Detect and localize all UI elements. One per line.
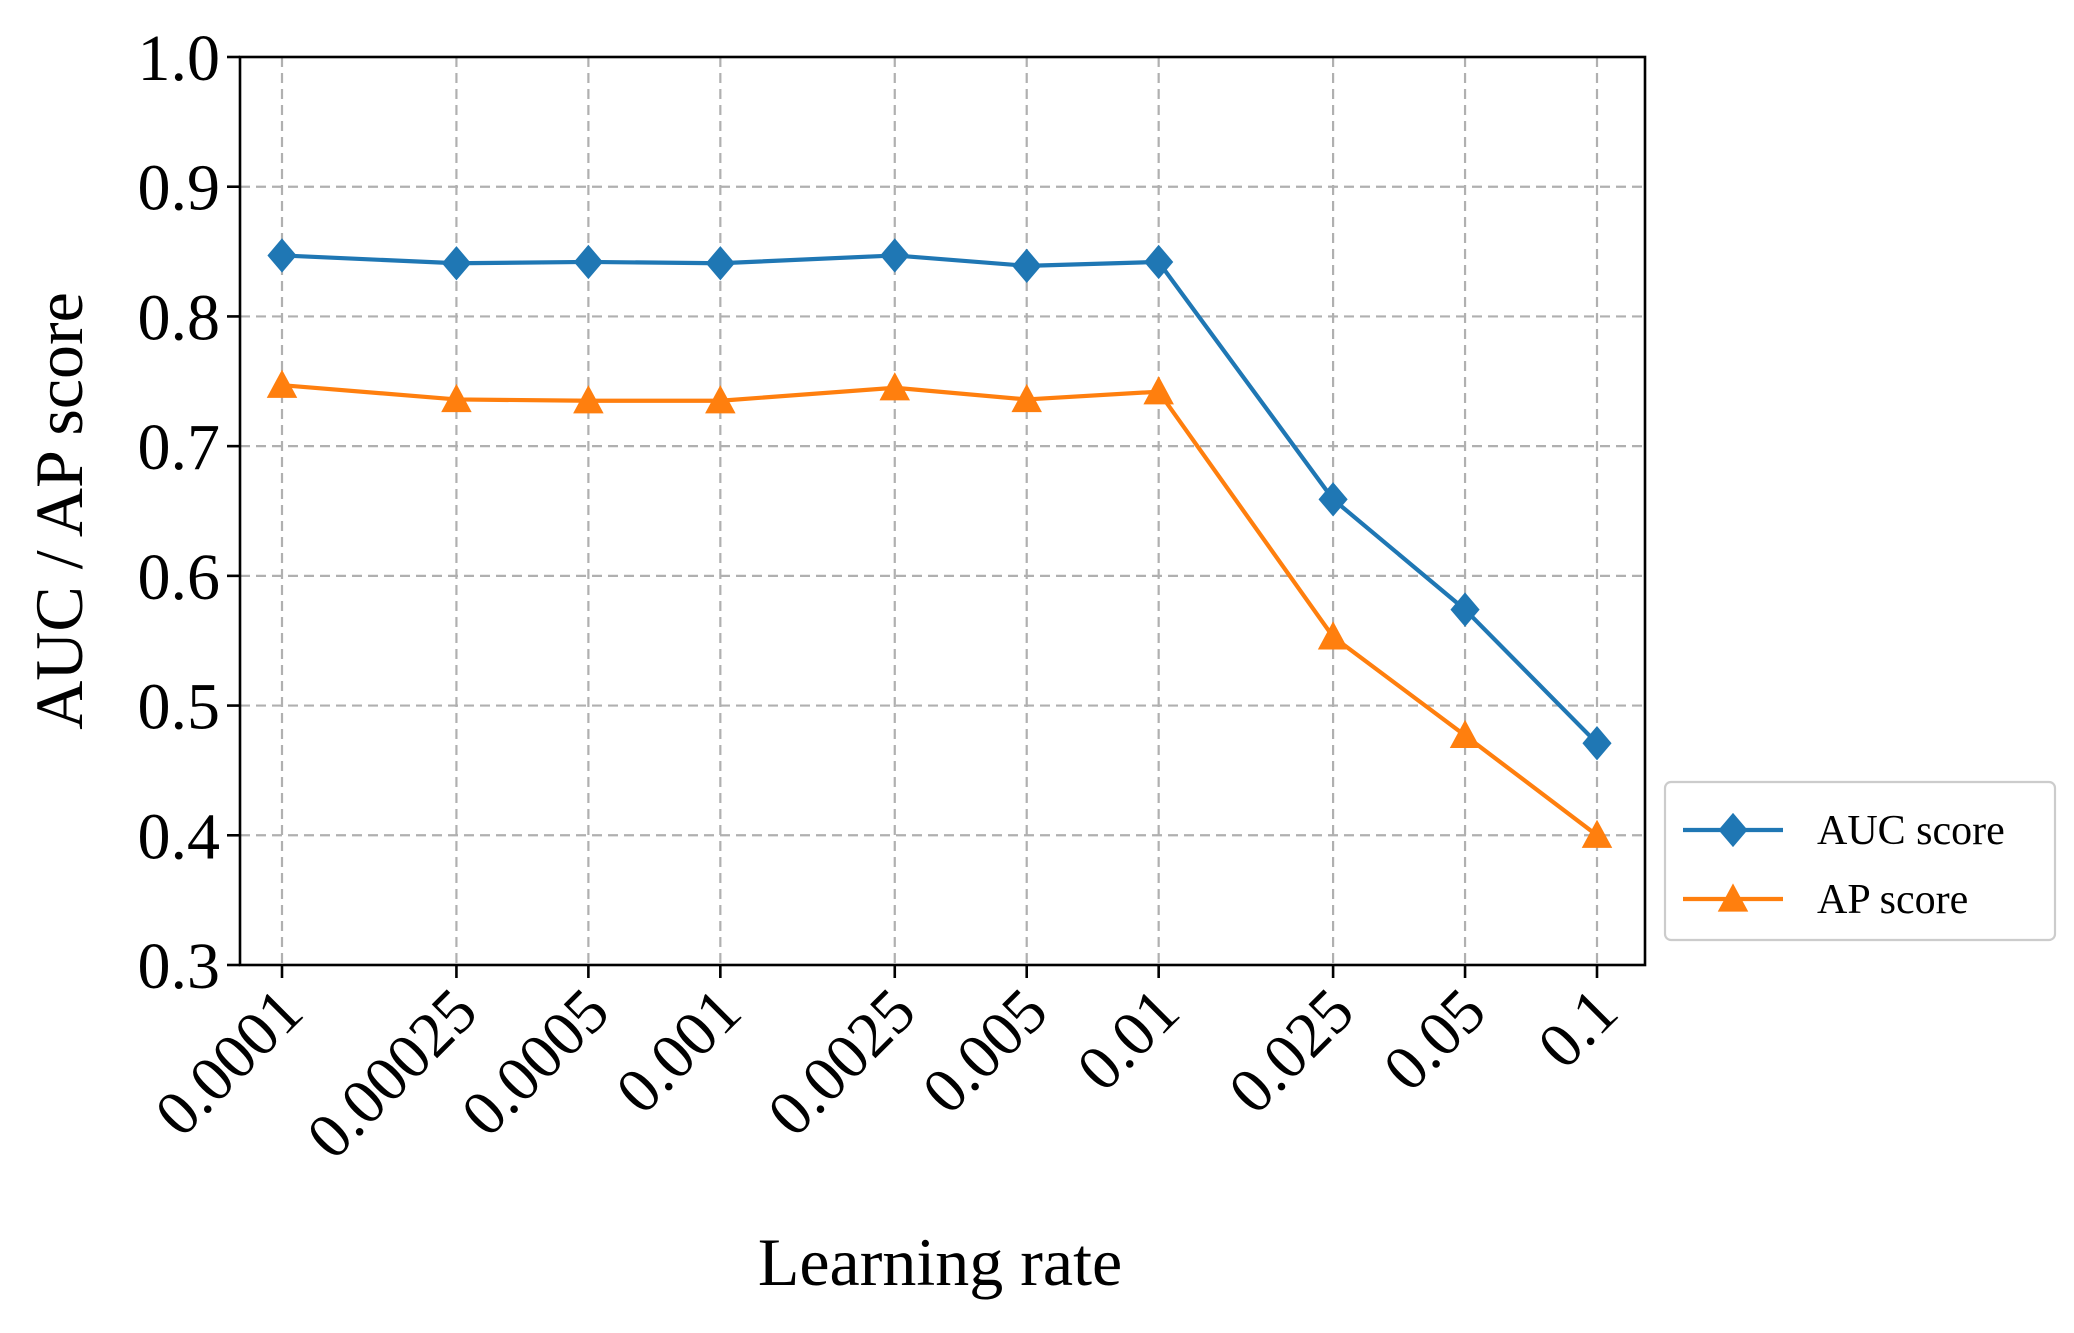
x-tick-label: 0.005	[909, 975, 1061, 1127]
series-line	[281, 383, 1599, 837]
plot-frame	[238, 55, 1647, 967]
data-point	[1144, 244, 1174, 280]
data-point	[1582, 726, 1612, 761]
data-point	[1449, 719, 1481, 749]
data-point	[880, 238, 910, 273]
grid-lines	[240, 57, 1645, 965]
data-point	[1450, 592, 1480, 627]
legend-items: AUC score AP score	[1683, 808, 2005, 923]
legend-marker	[1717, 883, 1749, 912]
x-tick-label: 0.0025	[754, 975, 929, 1150]
data-point	[441, 383, 472, 413]
x-tick-label: 0.001	[602, 975, 754, 1127]
y-tick-label: 1.0	[138, 22, 221, 95]
series-line	[281, 253, 1599, 745]
data-point	[705, 385, 736, 414]
x-tick-label: 0.025	[1215, 975, 1367, 1127]
data-point	[266, 369, 298, 398]
legend-label: AP score	[1817, 877, 1968, 923]
data-point	[1011, 383, 1042, 413]
y-tick-label: 0.7	[138, 411, 221, 484]
legend-label: AUC score	[1817, 808, 2005, 854]
y-tick-label: 0.8	[138, 281, 221, 354]
y-tick-label: 0.3	[138, 930, 221, 1003]
series-auc-score	[267, 238, 1612, 761]
data-point	[573, 244, 603, 280]
legend-marker	[1718, 812, 1748, 848]
y-axis-ticks: 0.3 0.4 0.5 0.6 0.7 0.8 0.9 1.0	[138, 22, 240, 1003]
x-tick-label: 0.00025	[293, 975, 490, 1172]
data-point	[1012, 248, 1042, 283]
data-point	[705, 246, 735, 281]
data-point	[1318, 482, 1348, 517]
data-point	[1581, 819, 1613, 848]
y-tick-label: 0.5	[138, 671, 221, 744]
x-axis-title: Learning rate	[758, 1224, 1122, 1300]
data-point	[441, 246, 472, 281]
x-tick-label: 0.1	[1524, 975, 1631, 1082]
legend: AUC score AP score	[1663, 780, 2057, 942]
y-tick-label: 0.6	[138, 541, 221, 614]
x-tick-label: 0.0005	[448, 975, 623, 1150]
data-point	[573, 385, 604, 414]
y-axis-title: AUC / AP score	[21, 292, 97, 730]
y-tick-label: 0.9	[138, 152, 221, 225]
data-point	[1143, 376, 1174, 405]
x-tick-label: 0.01	[1063, 975, 1192, 1104]
data-point	[267, 238, 297, 273]
data-point	[1317, 621, 1349, 650]
data-point	[879, 372, 911, 401]
series-ap-score	[266, 369, 1613, 848]
series-layer	[266, 238, 1613, 848]
y-tick-label: 0.4	[138, 800, 221, 873]
x-tick-label: 0.05	[1370, 975, 1499, 1104]
